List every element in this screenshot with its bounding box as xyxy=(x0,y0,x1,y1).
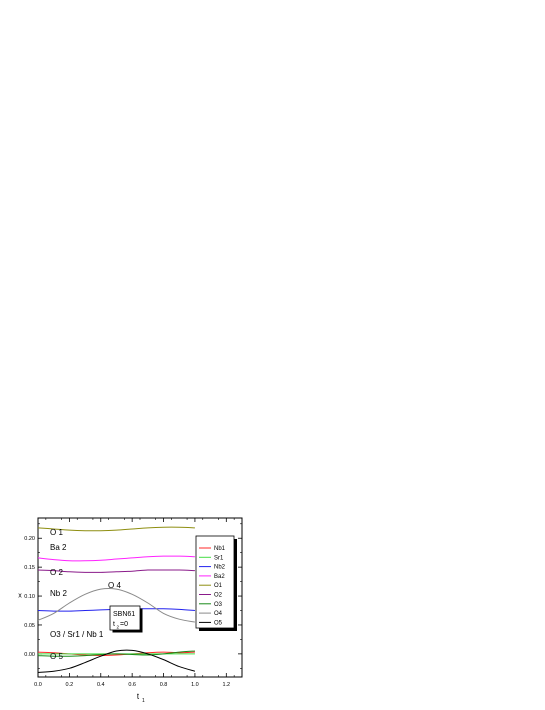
y-tick-label: 0.10 xyxy=(24,594,35,600)
series-line-o5 xyxy=(37,649,196,673)
curve-label: Nb 2 xyxy=(50,589,67,598)
x-tick-label: 0.2 xyxy=(66,682,74,688)
legend-entry-sr1: Sr1 xyxy=(214,555,224,561)
legend-entry-o5: O5 xyxy=(214,620,223,626)
curve-label: O 1 xyxy=(50,528,63,537)
x-tick-label: 0.8 xyxy=(160,682,168,688)
inset-box xyxy=(109,605,141,631)
inset-sublabel-value: =0 xyxy=(120,621,128,628)
legend-entry-nb2: Nb2 xyxy=(214,565,226,571)
y-tick-label: 0.15 xyxy=(24,565,35,571)
legend-entry-o4: O4 xyxy=(214,611,223,617)
inset-sublabel-subscript: 2 xyxy=(117,625,120,630)
x-tick-label: 1.2 xyxy=(222,682,230,688)
curve-label: O 4 xyxy=(108,581,121,590)
series-line-ba2 xyxy=(37,555,195,562)
x-tick-label: 0.4 xyxy=(97,682,105,688)
legend-entry-ba2: Ba2 xyxy=(214,574,225,580)
inset-sublabel: t xyxy=(113,621,115,628)
y-axis-label: x xyxy=(18,593,22,600)
x-tick-label: 0.6 xyxy=(128,682,136,688)
y-tick-label: 0.20 xyxy=(24,536,35,542)
legend-entry-o2: O2 xyxy=(214,593,223,599)
x-tick-label: 0.0 xyxy=(34,682,42,688)
curve-label: O 2 xyxy=(50,568,63,577)
x-axis-label: t xyxy=(137,692,140,701)
y-tick-label: 0.05 xyxy=(24,623,35,629)
curve-label: O 5 xyxy=(50,652,63,661)
series-line-o1 xyxy=(37,526,195,532)
series-line-o3 xyxy=(37,650,195,657)
x-axis-label-subscript: 1 xyxy=(142,698,145,704)
legend-entry-o1: O1 xyxy=(214,583,223,589)
y-tick-label: 0.00 xyxy=(24,652,35,658)
legend-entry-nb1: Nb1 xyxy=(214,546,226,552)
legend-entry-o3: O3 xyxy=(214,602,223,608)
curve-label: Ba 2 xyxy=(50,543,67,552)
curve-label: O3 / Sr1 / Nb 1 xyxy=(50,630,104,639)
series-line-o4 xyxy=(37,587,196,623)
series-line-o2 xyxy=(37,569,195,573)
x-tick-label: 1.0 xyxy=(191,682,199,688)
inset-label: SBN61 xyxy=(113,611,135,618)
